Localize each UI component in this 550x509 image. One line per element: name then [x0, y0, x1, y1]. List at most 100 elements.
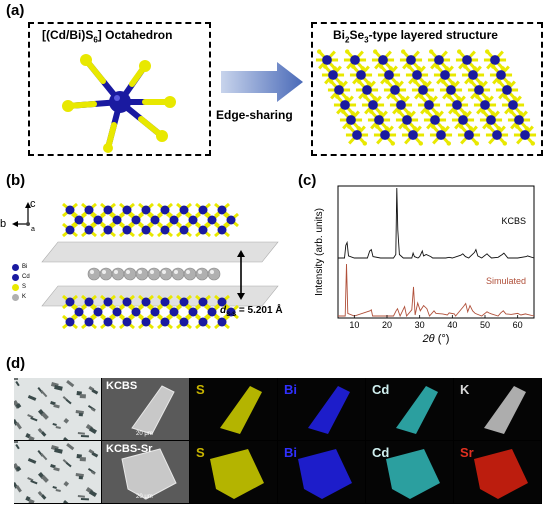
y-axis-label: Intensity (arb. units)	[314, 208, 325, 296]
atom-legend: Bi Cd S K	[12, 262, 42, 302]
octahedron-unit	[361, 94, 385, 116]
cd-legend-dot	[12, 273, 19, 281]
s-legend-dot	[12, 283, 19, 291]
octahedron-unit	[315, 49, 339, 71]
series-line-1	[338, 263, 535, 318]
x-tick-label: 10	[349, 320, 359, 330]
octahedron-unit	[457, 124, 481, 146]
legend-bi: Bi	[22, 264, 28, 270]
octahedron-unit	[349, 64, 373, 86]
sulfide-layer	[62, 202, 239, 238]
optical-image	[14, 441, 101, 503]
octahedron-unit	[405, 64, 429, 86]
octahedron-unit	[513, 124, 537, 146]
eds-map-bi: Bi	[278, 441, 365, 503]
layer-stack-diagram	[41, 202, 279, 330]
axis-b-label: b	[0, 218, 7, 230]
octahedron-title: [(Cd/Bi)S6] Octahedron	[42, 28, 173, 45]
octahedron-unit	[327, 79, 351, 101]
element-label-cd: Cd	[372, 382, 390, 397]
crystal-axes	[12, 202, 31, 227]
octahedron-unit	[483, 49, 507, 71]
eds-map-sr: Sr	[454, 441, 541, 503]
edge-sharing-arrow	[221, 62, 303, 102]
octahedron-unit	[355, 79, 379, 101]
octahedron-unit	[401, 124, 425, 146]
octahedron-unit	[383, 79, 407, 101]
octahedron-unit	[467, 79, 491, 101]
octahedron-unit	[343, 49, 367, 71]
layered-structure-box: Bi2Se3-type layered structure	[311, 22, 543, 156]
interlayer-spacing: dS-S = 5.201 Å	[220, 305, 283, 318]
layered-structure-diagram	[315, 49, 537, 146]
octahedron-unit	[485, 124, 509, 146]
octahedron-unit	[429, 124, 453, 146]
edge-sharing-label: Edge-sharing	[216, 108, 293, 122]
x-tick-label: 30	[415, 320, 425, 330]
element-label-s: S	[196, 382, 205, 397]
scale-bar-label: 20 μm	[136, 431, 153, 437]
octahedron-unit	[439, 79, 463, 101]
series-line-0	[338, 187, 535, 259]
sem-image: KCBS 20 μm	[102, 378, 189, 440]
eds-map-cd: Cd	[366, 441, 453, 503]
sem-sample-label: KCBS	[106, 380, 138, 392]
series-label-1: Simulated	[486, 276, 526, 286]
octahedron-unit	[377, 64, 401, 86]
eds-map-s: S	[190, 441, 277, 503]
octahedron-unit	[451, 109, 475, 131]
octahedron-unit	[427, 49, 451, 71]
panel-d-label: (d)	[6, 355, 26, 372]
element-label-bi: Bi	[284, 445, 297, 460]
potassium-row	[87, 267, 221, 281]
spacing-arrow	[237, 250, 245, 300]
sem-sample-label: KCBS-Sr	[106, 443, 153, 455]
octahedron-unit	[367, 109, 391, 131]
octahedron-unit	[333, 94, 357, 116]
octahedron-unit	[455, 49, 479, 71]
octahedron-unit	[411, 79, 435, 101]
legend-s: S	[22, 284, 27, 290]
octahedron-unit	[473, 94, 497, 116]
xrd-chart: KCBS Simulated 10 20 30 40 50 60 Intensity (arb.…	[314, 185, 535, 345]
element-label-s: S	[196, 445, 205, 460]
eds-mapping-grid: KCBS 20 μm S Bi Cd K KCBS-Sr 20 μm S Bi Cd Sr	[14, 378, 542, 504]
octahedron-unit	[321, 64, 345, 86]
panel-c-label: (c)	[298, 172, 317, 189]
panel-a-label: (a)	[6, 2, 25, 19]
x-tick-label: 60	[513, 320, 523, 330]
sulfide-layer	[62, 294, 239, 330]
layered-structure-title: Bi2Se3-type layered structure	[333, 28, 498, 45]
axis-a-label: a	[31, 226, 35, 233]
octahedron-unit	[495, 79, 519, 101]
octahedron-diagram	[62, 54, 176, 153]
eds-map-s: S	[190, 378, 277, 440]
octahedron-unit	[373, 124, 397, 146]
octahedron-unit	[479, 109, 503, 131]
octahedron-unit	[399, 49, 423, 71]
eds-map-cd: Cd	[366, 378, 453, 440]
element-label-cd: Cd	[372, 445, 390, 460]
plot-frame	[337, 185, 535, 319]
octahedron-unit	[339, 109, 363, 131]
octahedron-unit	[389, 94, 413, 116]
axis-c-label: c	[30, 198, 36, 210]
octahedron-unit	[507, 109, 531, 131]
optical-image	[14, 378, 101, 440]
x-tick-label: 50	[480, 320, 490, 330]
eds-map-k: K	[454, 378, 541, 440]
octahedron-unit	[433, 64, 457, 86]
element-label-k: K	[460, 382, 470, 397]
octahedron-unit	[461, 64, 485, 86]
x-tick-label: 20	[382, 320, 392, 330]
k-legend-dot	[12, 293, 19, 301]
element-label-sr: Sr	[460, 445, 474, 460]
element-label-bi: Bi	[284, 382, 297, 397]
legend-k: K	[22, 294, 27, 300]
x-tick-label: 40	[447, 320, 457, 330]
bi-legend-dot	[12, 263, 19, 271]
legend-cd: Cd	[22, 274, 30, 280]
octahedron-unit	[417, 94, 441, 116]
octahedron-unit	[345, 124, 369, 146]
scale-bar-label: 20 μm	[136, 494, 153, 500]
